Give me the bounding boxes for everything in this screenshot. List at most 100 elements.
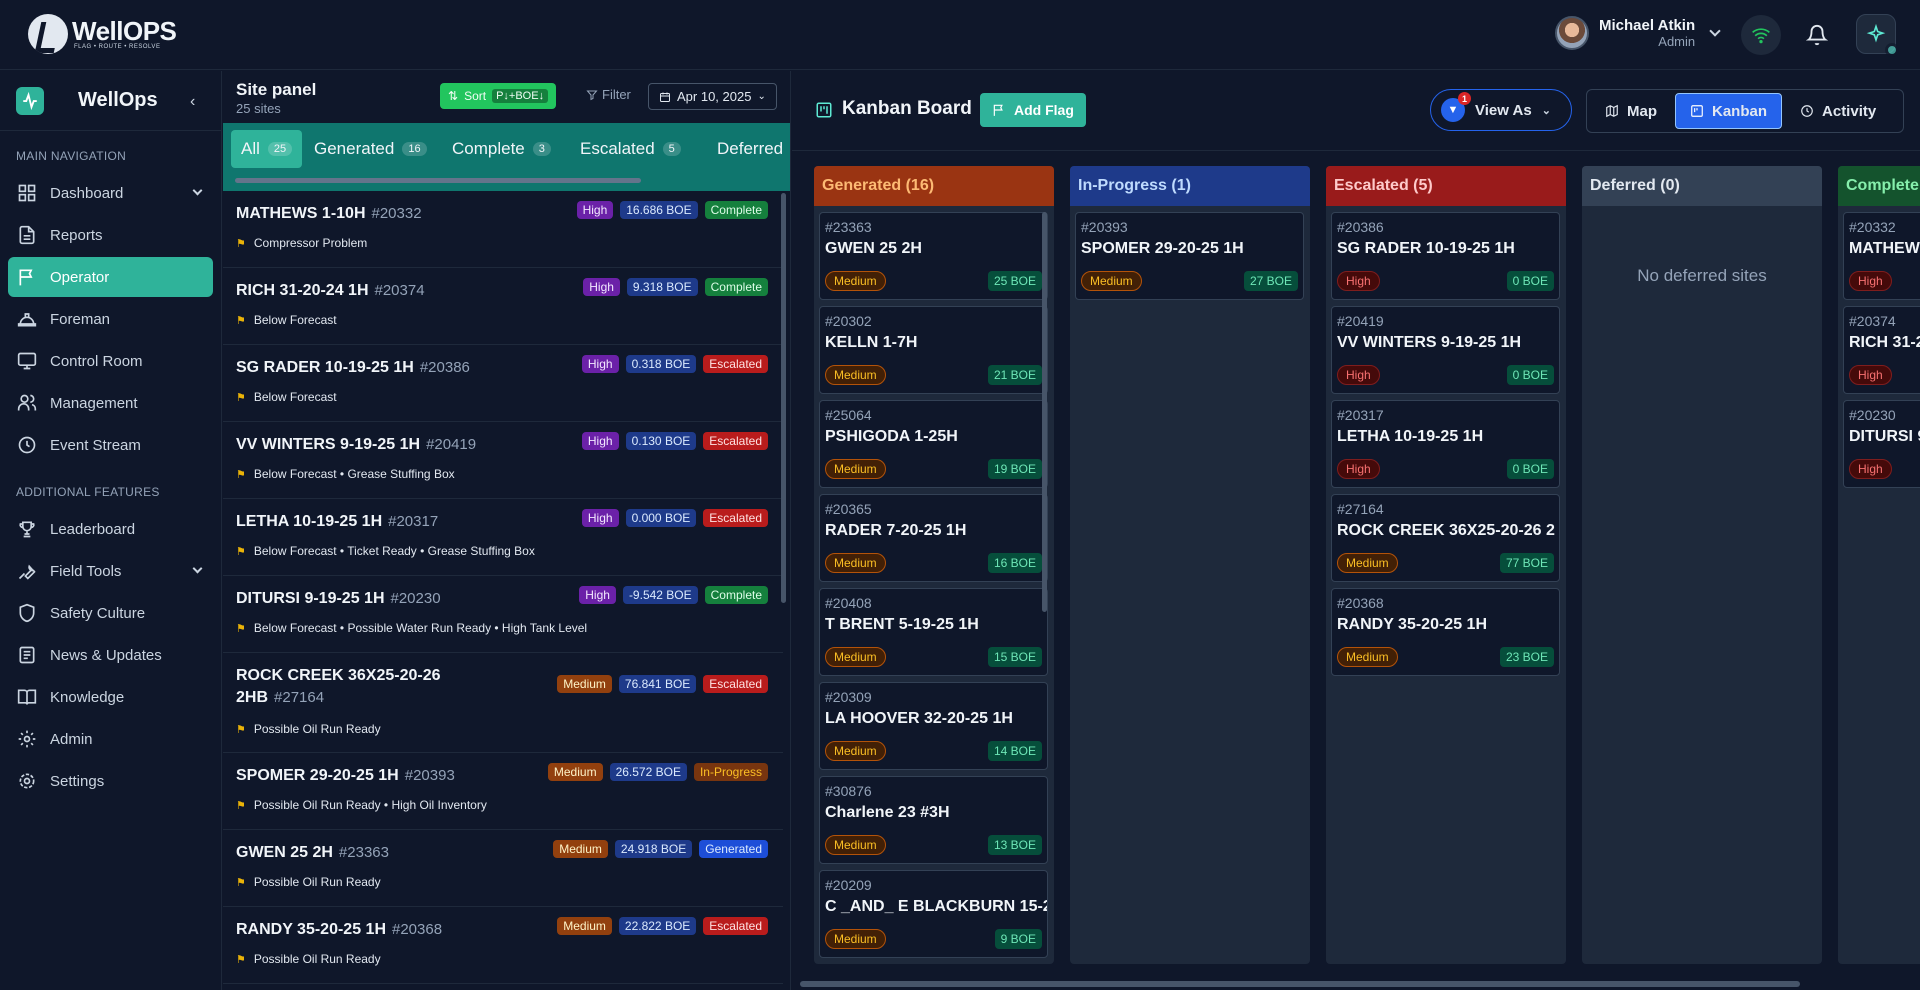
kanban-card[interactable]: #20393 SPOMER 29-20-25 1H Medium 27 BOE [1075,212,1304,300]
kanban-card[interactable]: #20368 RANDY 35-20-25 1H Medium 23 BOE [1331,588,1560,676]
sidebar-item-news-updates[interactable]: News & Updates [8,635,213,675]
card-id: #25064 [825,407,872,423]
tab-complete[interactable]: Complete 3 [442,130,561,168]
sidebar-item-knowledge[interactable]: Knowledge [8,677,213,717]
priority-badge: Medium [553,840,608,858]
kanban-card[interactable]: #20209 C _AND_ E BLACKBURN 15-2 Medium 9 BO… [819,870,1048,958]
status-badge: Escalated [703,355,768,373]
kanban-card[interactable]: #20309 LA HOOVER 32-20-25 1H Medium 14 BOE [819,682,1048,770]
logo[interactable]: WellOPS FLAG • ROUTE • RESOLVE [28,14,177,54]
sidebar-item-label: Admin [50,730,93,748]
kanban-icon [815,101,833,124]
panel-title: Site panel [236,80,317,99]
list-item[interactable]: LETHA 10-19-25 1H #20317 High 0.000 BOE Esc… [223,499,783,576]
site-id: #23363 [338,844,389,861]
assistant-button[interactable] [1856,14,1899,57]
list-item[interactable]: SG RADER 10-19-25 1H #20386 High 0.318 BOE… [223,345,783,422]
column-in-progress: In-Progress (1) #20393 SPOMER 29-20-25 1H… [1070,166,1310,964]
sidebar-item-field-tools[interactable]: Field Tools [8,551,213,591]
site-id: #20317 [388,513,439,530]
kanban-card[interactable]: #20332 MATHEW High [1843,212,1920,300]
priority-badge: High [576,201,614,219]
wifi-status-button[interactable] [1741,15,1781,55]
collapse-sidebar-icon[interactable]: ‹ [190,93,196,110]
list-item[interactable]: DITURSI 9-19-25 1H #20230 High -9.542 BOE C… [223,576,783,653]
sidebar-item-settings[interactable]: Settings [8,761,213,801]
list-item[interactable]: GWEN 25 2H #23363 Medium 24.918 BOE Generat… [223,830,783,907]
kanban-card[interactable]: #25064 PSHIGODA 1-25H Medium 19 BOE [819,400,1048,488]
sidebar-item-label: Field Tools [50,562,122,580]
column-scrollbar[interactable] [1042,212,1047,612]
flag-icon: ⚑ [236,237,246,250]
sidebar-item-label: Operator [50,268,110,286]
empty-state: No deferred sites [1637,266,1767,285]
kanban-card[interactable]: #20365 RADER 7-20-25 1H Medium 16 BOE [819,494,1048,582]
tab-activity[interactable]: Activity [1786,93,1890,129]
tab-all[interactable]: All 25 [231,130,303,168]
kanban-card[interactable]: #20302 KELLN 1-7H Medium 21 BOE [819,306,1048,394]
kanban-card[interactable]: #20317 LETHA 10-19-25 1H High 0 BOE [1331,400,1560,488]
list-item[interactable]: MATHEWS 1-10H #20332 High 16.686 BOE Comple… [223,191,783,268]
view-as-dropdown[interactable]: ▼ 1 View As ⌄ [1430,89,1572,131]
kanban-card[interactable]: #20419 VV WINTERS 9-19-25 1H High 0 BOE [1331,306,1560,394]
boe-badge: 16 BOE [987,553,1042,573]
kanban-columns: Generated (16) #23363 GWEN 25 2H Medium 25 … [814,166,1920,964]
user-menu[interactable]: Michael Atkin Admin [1555,16,1721,50]
sidebar-item-foreman[interactable]: Foreman [8,299,213,339]
sidebar-item-reports[interactable]: Reports [8,215,213,255]
status-badge: Escalated [703,509,768,527]
board-scrollbar[interactable] [800,981,1800,987]
kanban-card[interactable]: #27164 ROCK CREEK 36X25-20-26 2 Medium 77 B… [1331,494,1560,582]
site-note: Below Forecast [253,390,337,404]
tab-map[interactable]: Map [1591,93,1671,129]
site-id: #20374 [374,282,425,299]
sidebar-item-leaderboard[interactable]: Leaderboard [8,509,213,549]
sidebar-item-dashboard[interactable]: Dashboard [8,173,213,213]
tab-label: Deferred [717,139,784,158]
card-id: #20393 [1081,219,1128,235]
list-item[interactable]: SPOMER 29-20-25 1H #20393 Medium 26.572 BO… [223,753,783,830]
sidebar-item-label: News & Updates [50,646,162,664]
top-bar: WellOPS FLAG • ROUTE • RESOLVE Michael A… [0,0,1920,70]
list-item[interactable]: VV WINTERS 9-19-25 1H #20419 High 0.130 BO… [223,422,783,499]
kanban-card[interactable]: #20386 SG RADER 10-19-25 1H High 0 BOE [1331,212,1560,300]
site-id: #27164 [274,689,325,706]
add-flag-label: Add Flag [1014,102,1074,118]
sidebar-item-admin[interactable]: Admin [8,719,213,759]
tab-escalated[interactable]: Escalated 5 [570,130,691,168]
kanban-card[interactable]: #30876 Charlene 23 #3H Medium 13 BOE [819,776,1048,864]
boe-badge: 25 BOE [987,271,1042,291]
kanban-card[interactable]: #20230 DITURSI 9 High [1843,400,1920,488]
tab-deferred[interactable]: Deferred [707,130,790,168]
add-flag-button[interactable]: Add Flag [980,93,1086,127]
sort-button[interactable]: ⇅ Sort P↓+BOE↓ [440,83,557,109]
column-header: Deferred (0) [1582,166,1822,206]
boe-badge: 23 BOE [1499,647,1554,667]
tabs-scrollbar[interactable] [235,178,641,183]
kanban-card[interactable]: #20374 RICH 31-2 High [1843,306,1920,394]
sidebar-item-event-stream[interactable]: Event Stream [8,425,213,465]
kanban-card[interactable]: #23363 GWEN 25 2H Medium 25 BOE [819,212,1048,300]
reports-icon [16,224,38,246]
tab-generated[interactable]: Generated 16 [304,130,437,168]
sidebar-item-operator[interactable]: Operator [8,257,213,297]
boe-badge: 0 BOE [1506,365,1554,385]
sidebar-item-control-room[interactable]: Control Room [8,341,213,381]
chevron-down-icon [192,185,203,196]
list-item[interactable]: RANDY 35-20-25 1H #20368 Medium 22.822 BOE… [223,907,783,984]
filter-button[interactable]: Filter [586,87,631,102]
boe-badge: 0.000 BOE [625,509,697,527]
list-item[interactable]: ROCK CREEK 36X25-20-26 2HB #27164 Medium 7… [223,653,783,753]
notifications-button[interactable] [1797,15,1837,55]
list-item[interactable]: RICH 31-20-24 1H #20374 High 9.318 BOE Comp… [223,268,783,345]
kanban-card[interactable]: #20408 T BRENT 5-19-25 1H Medium 15 BOE [819,588,1048,676]
sidebar-item-management[interactable]: Management [8,383,213,423]
date-picker[interactable]: Apr 10, 2025 ⌄ [648,83,777,110]
flag-icon: ⚑ [236,876,246,889]
boe-badge: 14 BOE [987,741,1042,761]
site-name: LETHA 10-19-25 1H [236,513,383,530]
site-list-scrollbar[interactable] [781,193,786,603]
tab-kanban[interactable]: Kanban [1675,93,1783,129]
sidebar-item-safety-culture[interactable]: Safety Culture [8,593,213,633]
card-id: #23363 [825,219,872,235]
